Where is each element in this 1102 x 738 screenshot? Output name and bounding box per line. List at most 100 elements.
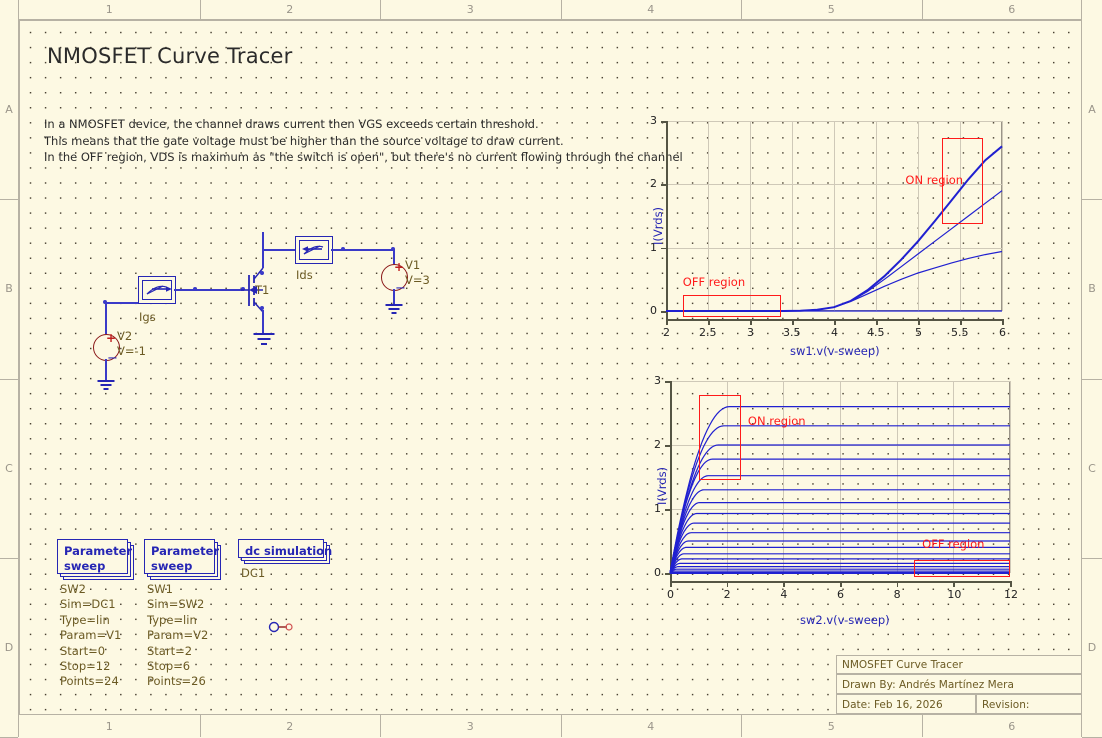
x-tick: [792, 319, 794, 325]
current-arrow-icon-igs: [152, 285, 172, 294]
y-tick-label: 2: [654, 438, 661, 451]
titleblock-date: Date: Feb 16, 2026: [842, 699, 943, 711]
ruler-mark-6: 6: [922, 0, 1102, 19]
ruler-mark-D: D: [0, 558, 18, 738]
ruler-mark-4: 4: [561, 715, 743, 737]
region-label: ON region: [905, 173, 963, 187]
chart0-ylabel: I(Vrds): [651, 207, 665, 245]
dc-simulation-block[interactable]: dc simulation: [238, 539, 324, 558]
x-tick-label: 6: [999, 326, 1006, 339]
x-tick: [918, 319, 920, 325]
label-igs: Igs: [139, 310, 156, 324]
port-symbol-icon[interactable]: [268, 620, 294, 634]
ruler-mark-3: 3: [380, 0, 562, 19]
junction-node: [341, 247, 345, 251]
chart0-xlabel: sw1.v(v-sweep): [790, 344, 880, 358]
wire-v2-up: [105, 302, 107, 334]
x-tick-label: 4: [780, 588, 787, 601]
junction-node: [260, 271, 264, 275]
wire-t1-source: [262, 310, 264, 335]
ruler-mark-1: 1: [19, 0, 201, 19]
region-box: [683, 295, 781, 317]
x-tick-label: 2: [663, 326, 670, 339]
y-tick-label: 3: [654, 374, 661, 387]
x-tick-label: 5: [915, 326, 922, 339]
x-tick: [783, 581, 785, 587]
y-tick-label: 3: [650, 114, 657, 127]
ruler-mark-3: 3: [380, 715, 562, 737]
titleblock-project: NMOSFET Curve Tracer: [842, 659, 963, 671]
x-tick-label: 6: [837, 588, 844, 601]
x-tick: [876, 319, 878, 325]
junction-node: [260, 306, 264, 310]
x-tick-label: 3: [747, 326, 754, 339]
chart1-ylabel: I(Vrds): [655, 467, 669, 505]
ruler-mark-6: 6: [922, 715, 1102, 737]
wire-v1-gnd: [393, 289, 395, 305]
x-tick: [960, 319, 962, 325]
parameter-sweep-sw2-block[interactable]: Parameter sweep: [57, 539, 128, 574]
x-tick-label: 0: [667, 588, 674, 601]
v1-plus-sign: +: [394, 261, 404, 273]
x-tick-label: 2.5: [699, 326, 717, 339]
ruler-mark-2: 2: [200, 715, 382, 737]
block-title: dc simulation: [245, 544, 332, 558]
label-t1: T1: [255, 283, 269, 297]
ruler-mark-A: A: [1082, 20, 1102, 200]
junction-node: [103, 300, 107, 304]
x-tick: [897, 581, 899, 587]
v2-plus-sign: +: [106, 332, 116, 344]
x-tick-label: 2: [724, 588, 731, 601]
x-tick: [670, 581, 672, 587]
label-v2-value: V=-1: [117, 344, 146, 358]
ruler-mark-B: B: [0, 199, 18, 379]
x-tick: [834, 319, 836, 325]
parameter-sweep-sw2-properties: SW2 Sim=DC1 Type=lin Param=V1 Start=0 St…: [60, 582, 121, 690]
x-tick-label: 10: [947, 588, 961, 601]
region-box: [699, 395, 741, 480]
x-tick-label: 3.5: [783, 326, 801, 339]
x-tick: [1002, 319, 1004, 325]
region-label: OFF region: [922, 537, 984, 551]
description-text: In a NMOSFET device, the channel draws c…: [44, 116, 683, 166]
x-tick: [750, 319, 752, 325]
ground-symbol-v2: [97, 380, 114, 392]
x-tick-label: 12: [1004, 588, 1018, 601]
region-box: [914, 560, 1010, 577]
dc-simulation-properties: DC1: [241, 566, 265, 581]
titleblock-drawn-by: Drawn By: Andrés Martínez Mera: [842, 679, 1014, 691]
label-v2-name: V2: [117, 329, 132, 343]
wire-igs-gate: [174, 289, 244, 291]
x-tick: [1010, 581, 1012, 587]
label-ids: Ids: [296, 268, 313, 282]
label-v1-value: V=3: [405, 273, 430, 287]
block-title: Parameter sweep: [64, 544, 132, 573]
parameter-sweep-sw1-block[interactable]: Parameter sweep: [144, 539, 215, 574]
region-label: OFF region: [683, 275, 745, 289]
page-title: NMOSFET Curve Tracer: [47, 44, 293, 68]
x-tick-label: 4.5: [867, 326, 885, 339]
block-title: Parameter sweep: [151, 544, 219, 573]
ruler-mark-5: 5: [741, 715, 923, 737]
junction-node: [193, 287, 197, 291]
y-tick-label: 0: [654, 566, 661, 579]
wire-drain-to-ids: [262, 249, 295, 251]
region-label: ON region: [748, 414, 806, 428]
x-tick-label: 8: [894, 588, 901, 601]
label-v1-name: V1: [405, 258, 420, 272]
chart1-xlabel: sw2.v(v-sweep): [800, 613, 890, 627]
ground-symbol-v1: [385, 304, 402, 316]
ruler-mark-C: C: [0, 379, 18, 559]
ruler-mark-A: A: [0, 20, 18, 200]
y-tick-label: 2: [650, 177, 657, 190]
parameter-sweep-sw1-properties: SW1 Sim=SW2 Type=lin Param=V2 Start=2 St…: [147, 582, 208, 690]
y-tick-label: 0: [650, 304, 657, 317]
x-tick-label: 4: [831, 326, 838, 339]
x-tick: [708, 319, 710, 325]
